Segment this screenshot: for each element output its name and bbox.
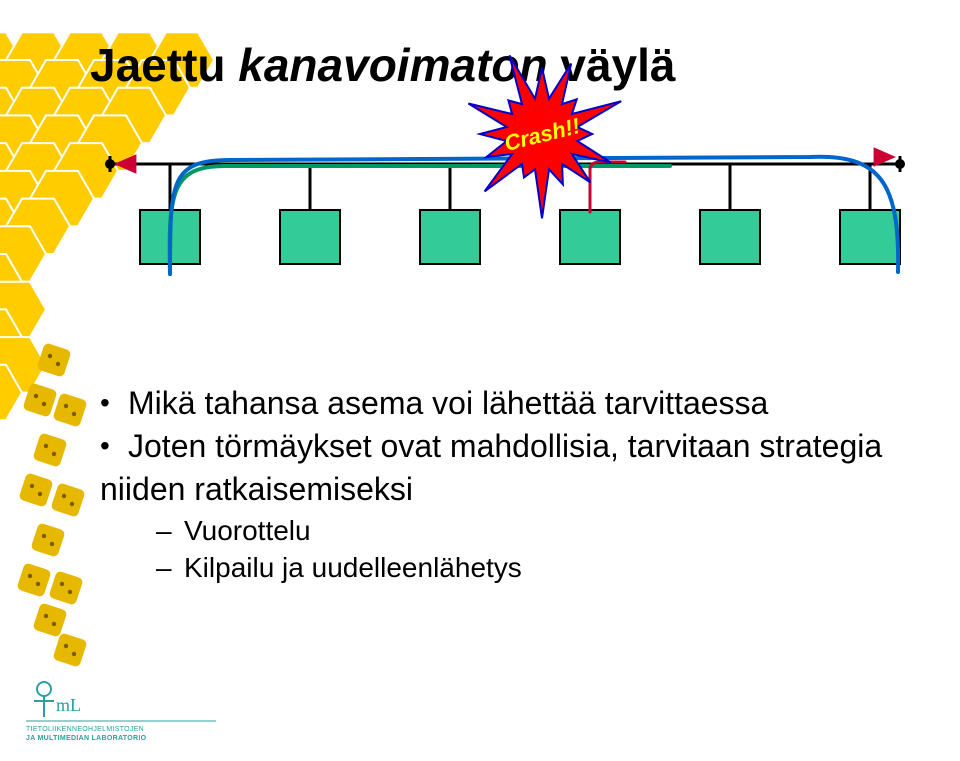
bullet-item: Joten törmäykset ovat mahdollisia, tarvi… <box>100 425 900 587</box>
slide-content: Jaettu kanavoimaton väylä Crash!! Mikä t… <box>0 0 960 761</box>
bullet-list: Mikä tahansa asema voi lähettää tarvitta… <box>100 382 900 587</box>
bullet-item: Mikä tahansa asema voi lähettää tarvitta… <box>100 382 900 425</box>
title-part-3: väylä <box>560 39 675 91</box>
lab-logo: mL TIETOLIIKENNEOHJELMISTOJEN JA MULTIMEDI… <box>26 677 226 743</box>
page-title: Jaettu kanavoimaton väylä <box>90 38 900 92</box>
bullet-subitem: Kilpailu ja uudelleenlähetys <box>156 549 900 587</box>
title-part-1: Jaettu <box>90 39 238 91</box>
svg-text:JA MULTIMEDIAN LABORATORIO: JA MULTIMEDIAN LABORATORIO <box>26 735 147 742</box>
bullet-subitem: Vuorottelu <box>156 512 900 550</box>
bus-diagram: Crash!! <box>110 142 900 322</box>
svg-text:TIETOLIIKENNEOHJELMISTOJEN: TIETOLIIKENNEOHJELMISTOJEN <box>26 726 144 733</box>
svg-text:mL: mL <box>56 695 81 715</box>
